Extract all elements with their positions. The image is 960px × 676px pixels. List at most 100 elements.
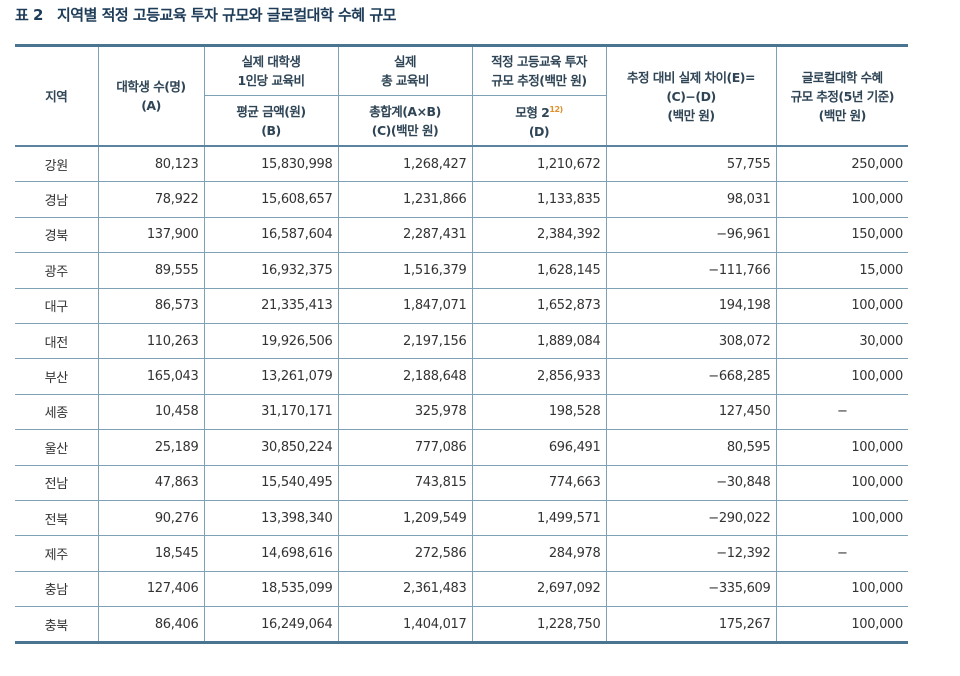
cell-region: 경북 [15,216,99,254]
subheader-per-student: 평균 금액(원) (B) [204,95,339,147]
table-row: 울산 25,189 30,850,224 777,086 696,491 80,595 10… [15,429,908,466]
cell-students: 47,863 [97,464,205,501]
cell-students: 90,276 [97,499,205,537]
cell-difference: −668,285 [605,358,777,395]
cell-glocal-benefit: 15,000 [775,252,908,289]
cell-students: 89,555 [97,252,205,289]
cell-total-cost: 1,847,071 [337,287,473,324]
cell-students: 78,922 [97,181,205,218]
header-total: 실제 총 교육비 [337,45,473,96]
header-students: 대학생 수(명) (A) [97,45,205,147]
cell-total-cost: 1,231,866 [337,181,473,218]
cell-region: 전북 [15,499,99,537]
cell-total-cost: 1,404,017 [337,606,473,644]
cell-glocal-benefit: − [775,393,908,431]
cell-glocal-benefit: − [775,535,908,572]
cell-glocal-benefit: 250,000 [775,145,908,183]
cell-region: 강원 [15,145,99,183]
cell-region: 경남 [15,181,99,218]
cell-glocal-benefit: 100,000 [775,358,908,395]
cell-students: 86,406 [97,606,205,644]
cell-proper-investment: 198,528 [471,393,607,431]
cell-students: 86,573 [97,287,205,324]
table-caption: 지역별 적정 고등교육 투자 규모와 글로컬대학 수혜 규모 [56,6,396,24]
cell-proper-investment: 1,210,672 [471,145,607,183]
cell-glocal-benefit: 100,000 [775,570,908,608]
cell-proper-investment: 774,663 [471,464,607,501]
cell-difference: −335,609 [605,570,777,608]
cell-students: 25,189 [97,429,205,466]
table-row: 대구 86,573 21,335,413 1,847,071 1,652,873 194,… [15,287,908,324]
table-row: 충북 86,406 16,249,064 1,404,017 1,228,750 175,… [15,606,908,644]
cell-region: 세종 [15,393,99,431]
cell-per-student-cost: 14,698,616 [203,535,339,572]
cell-region: 부산 [15,358,99,395]
cell-difference: −30,848 [605,464,777,501]
table-row: 강원 80,123 15,830,998 1,268,427 1,210,672 57,7… [15,145,908,183]
cell-glocal-benefit: 100,000 [775,181,908,218]
header-region: 지역 [15,45,99,147]
cell-glocal-benefit: 150,000 [775,216,908,254]
footnote-ref: 12) [549,104,563,114]
cell-region: 제주 [15,535,99,572]
cell-glocal-benefit: 30,000 [775,322,908,360]
cell-per-student-cost: 19,926,506 [203,322,339,360]
cell-per-student-cost: 16,587,604 [203,216,339,254]
cell-proper-investment: 1,628,145 [471,252,607,289]
cell-difference: 175,267 [605,606,777,644]
table-row: 대전 110,263 19,926,506 2,197,156 1,889,084 308… [15,322,908,360]
cell-per-student-cost: 18,535,099 [203,570,339,608]
table-row: 광주 89,555 16,932,375 1,516,379 1,628,145 −111… [15,252,908,289]
cell-difference: −96,961 [605,216,777,254]
cell-per-student-cost: 16,249,064 [203,606,339,644]
subheader-proper: 모형 212) (D) [471,95,606,147]
cell-total-cost: 2,188,648 [337,358,473,395]
cell-students: 10,458 [97,393,205,431]
cell-glocal-benefit: 100,000 [775,429,908,466]
table-row: 충남 127,406 18,535,099 2,361,483 2,697,092 −33… [15,570,908,608]
cell-total-cost: 325,978 [337,393,473,431]
cell-students: 110,263 [97,322,205,360]
cell-total-cost: 1,268,427 [337,145,473,183]
cell-students: 80,123 [97,145,205,183]
cell-per-student-cost: 31,170,171 [203,393,339,431]
cell-difference: 98,031 [605,181,777,218]
cell-per-student-cost: 15,608,657 [203,181,339,218]
cell-per-student-cost: 15,540,495 [203,464,339,501]
table-row: 세종 10,458 31,170,171 325,978 198,528 127,450− [15,393,908,431]
cell-total-cost: 2,197,156 [337,322,473,360]
table-number: 표 2 [15,6,43,24]
header-per-student: 실제 대학생 1인당 교육비 [203,45,339,96]
cell-proper-investment: 1,228,750 [471,606,607,644]
cell-proper-investment: 696,491 [471,429,607,466]
cell-region: 광주 [15,252,99,289]
cell-proper-investment: 284,978 [471,535,607,572]
cell-students: 127,406 [97,570,205,608]
cell-glocal-benefit: 100,000 [775,464,908,501]
cell-total-cost: 777,086 [337,429,473,466]
cell-glocal-benefit: 100,000 [775,287,908,324]
cell-difference: 57,755 [605,145,777,183]
cell-per-student-cost: 13,261,079 [203,358,339,395]
cell-proper-investment: 1,889,084 [471,322,607,360]
cell-students: 137,900 [97,216,205,254]
subheader-total: 총합계(A×B) (C)(백만 원) [337,95,473,147]
cell-proper-investment: 2,697,092 [471,570,607,608]
cell-students: 18,545 [97,535,205,572]
cell-difference: 80,595 [605,429,777,466]
cell-per-student-cost: 13,398,340 [203,499,339,537]
table-row: 경북 137,900 16,587,604 2,287,431 2,384,392 −96… [15,216,908,254]
table-row: 부산 165,043 13,261,079 2,188,648 2,856,933 −66… [15,358,908,395]
cell-total-cost: 272,586 [337,535,473,572]
cell-total-cost: 2,287,431 [337,216,473,254]
data-table: 지역 대학생 수(명) (A) 실제 대학생 1인당 교육비 실제 총 교육비 적정 … [15,44,908,645]
cell-per-student-cost: 16,932,375 [203,252,339,289]
cell-region: 충남 [15,570,99,608]
cell-per-student-cost: 15,830,998 [203,145,339,183]
table-row: 제주 18,545 14,698,616 272,586 284,978 −12,392− [15,535,908,572]
table-row: 전남 47,863 15,540,495 743,815 774,663 −30,848 1… [15,464,908,501]
cell-proper-investment: 1,499,571 [471,499,607,537]
cell-total-cost: 743,815 [337,464,473,501]
cell-proper-investment: 2,856,933 [471,358,607,395]
cell-region: 충북 [15,606,99,644]
